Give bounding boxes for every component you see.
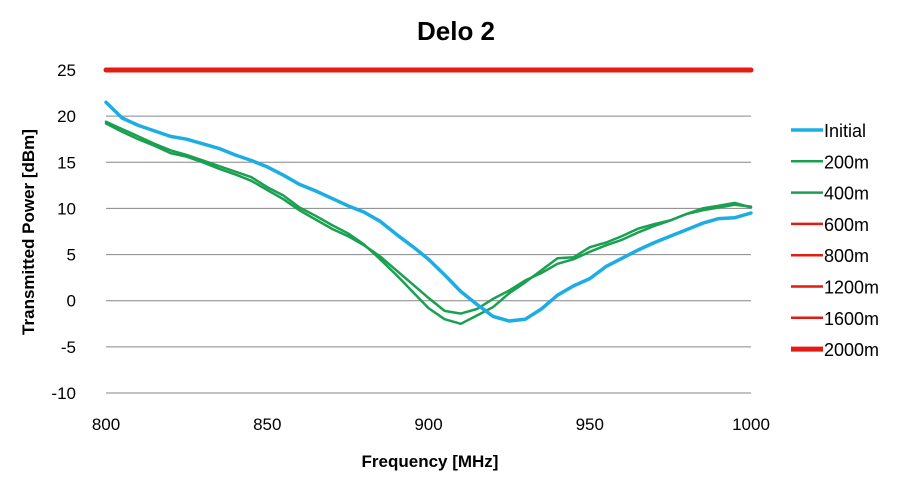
x-tick-label: 850 [253,415,281,434]
legend-item-400m: 400m [791,184,869,204]
legend-item-2000m: 2000m [791,340,879,360]
x-tick-label: 950 [576,415,604,434]
chart-title: Delo 2 [417,16,495,46]
y-tick-label: -5 [61,338,76,357]
y-tick-label: 10 [57,199,76,218]
x-tick-label: 900 [414,415,442,434]
legend-label: 2000m [824,340,879,360]
legend-label: Initial [824,121,866,141]
series-line-400m [104,120,753,326]
legend-item-1600m: 1600m [791,309,879,329]
legend-label: 1600m [824,309,879,329]
legend-label: 1200m [824,278,879,298]
series-line-200m [104,122,753,315]
y-tick-label: 20 [57,107,76,126]
legend-item-1200m: 1200m [791,278,879,298]
legend-item-initial: Initial [791,121,866,141]
series-lines [103,67,754,326]
y-tick-label: 15 [57,153,76,172]
axes: 25 20 15 10 5 0 -5 -10 800 850 900 950 1000 [51,61,769,434]
x-axis-label: Frequency [MHz] [362,452,499,471]
y-tick-label: 0 [67,292,76,311]
y-tick-label: -10 [51,384,76,403]
legend-label: 600m [824,215,869,235]
gridlines [106,69,751,394]
legend-label: 200m [824,152,869,172]
legend-label: 400m [824,184,869,204]
legend-item-800m: 800m [791,246,869,266]
y-tick-label: 25 [57,61,76,80]
legend-label: 800m [824,246,869,266]
legend-item-200m: 200m [791,152,869,172]
x-tick-label: 1000 [732,415,770,434]
series-line-initial [104,100,753,323]
x-tick-label: 800 [92,415,120,434]
legend-item-600m: 600m [791,215,869,235]
legend: Initial 200m 400m 600m 800m 1200m 1600m 2000m [791,121,879,360]
y-tick-label: 5 [67,246,76,265]
y-axis-label: Transmitted Power [dBm] [19,129,38,335]
